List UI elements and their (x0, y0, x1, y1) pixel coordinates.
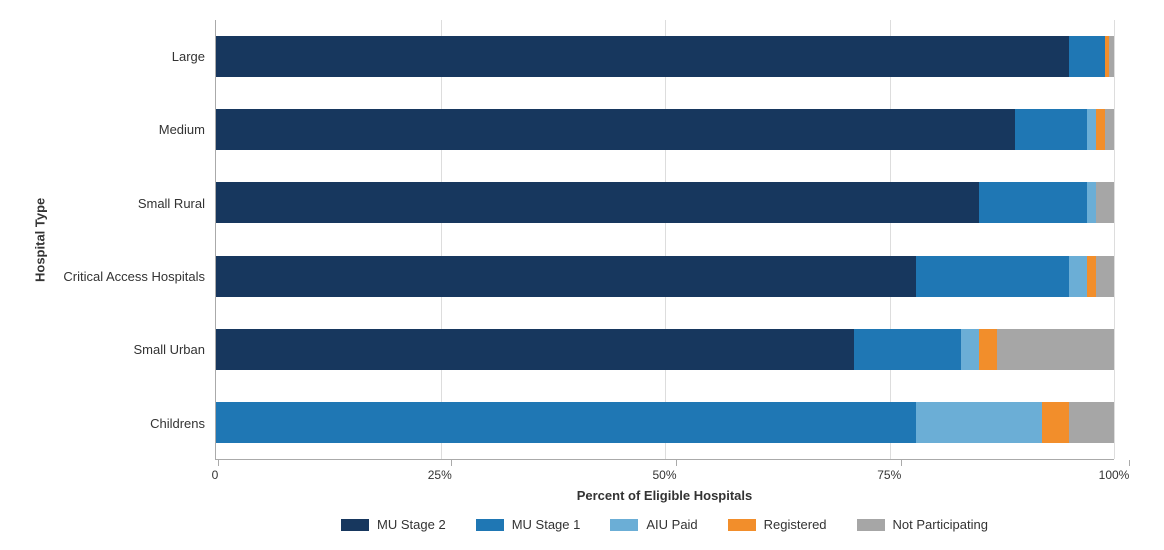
x-tick-label: 75% (877, 468, 901, 482)
x-tick-label: 100% (1099, 468, 1130, 482)
bar-segment-mu-stage-1 (916, 256, 1069, 297)
y-axis-label: Childrens (50, 387, 205, 460)
bar-segment-aiu-paid (1087, 109, 1096, 150)
bar-segment-aiu-paid (961, 329, 979, 370)
legend-swatch (610, 519, 638, 531)
x-tick-mark (676, 460, 677, 466)
legend-label: MU Stage 1 (512, 517, 581, 532)
legend-label: MU Stage 2 (377, 517, 446, 532)
x-tick-label: 0 (212, 468, 219, 482)
bar-segment-registered (1096, 109, 1105, 150)
x-tick: 100% (1114, 460, 1145, 482)
legend-swatch (857, 519, 885, 531)
x-axis: 025%50%75%100% (215, 460, 1114, 482)
bar-segment-mu-stage-2 (216, 256, 916, 297)
x-tick: 75% (889, 460, 913, 482)
bar (216, 36, 1114, 77)
bar-slot (216, 313, 1114, 386)
bar-segment-mu-stage-1 (1069, 36, 1105, 77)
y-axis-title: Hospital Type (30, 20, 50, 460)
legend: MU Stage 2 MU Stage 1 AIU Paid Registered No… (215, 517, 1114, 532)
bar-segment-registered (1087, 256, 1096, 297)
bar-segment-not-participating (1069, 402, 1114, 443)
bar-segment-aiu-paid (1069, 256, 1087, 297)
x-tick: 50% (665, 460, 689, 482)
bar (216, 256, 1114, 297)
y-axis-labels: LargeMediumSmall RuralCritical Access Ho… (50, 20, 215, 460)
x-tick-mark (451, 460, 452, 466)
legend-item-aiu-paid: AIU Paid (610, 517, 697, 532)
legend-label: Registered (764, 517, 827, 532)
bar (216, 329, 1114, 370)
x-tick-label: 50% (652, 468, 676, 482)
x-tick: 0 (215, 460, 222, 482)
bar-segment-mu-stage-2 (216, 329, 854, 370)
legend-item-mu-stage-2: MU Stage 2 (341, 517, 446, 532)
x-tick-mark (218, 460, 219, 466)
x-tick-label: 25% (428, 468, 452, 482)
bar-segment-mu-stage-1 (216, 402, 916, 443)
bar-segment-mu-stage-2 (216, 36, 1069, 77)
bar-slot (216, 386, 1114, 459)
bar (216, 182, 1114, 223)
x-tick: 25% (440, 460, 464, 482)
bar-segment-not-participating (1096, 182, 1114, 223)
legend-swatch (476, 519, 504, 531)
y-axis-label: Medium (50, 93, 205, 166)
bar-segment-mu-stage-1 (979, 182, 1087, 223)
x-axis-title: Percent of Eligible Hospitals (215, 488, 1114, 503)
y-axis-label: Critical Access Hospitals (50, 240, 205, 313)
bar-segment-mu-stage-1 (1015, 109, 1087, 150)
y-axis-label: Small Rural (50, 167, 205, 240)
bar-segment-aiu-paid (916, 402, 1042, 443)
y-axis-label: Large (50, 20, 205, 93)
bar-segment-mu-stage-1 (854, 329, 962, 370)
bar (216, 402, 1114, 443)
legend-item-not-participating: Not Participating (857, 517, 988, 532)
bar-segment-registered (979, 329, 997, 370)
bar-segment-registered (1042, 402, 1069, 443)
bar-segment-not-participating (1096, 256, 1114, 297)
legend-label: Not Participating (893, 517, 988, 532)
legend-swatch (728, 519, 756, 531)
bar-slot (216, 93, 1114, 166)
x-tick-mark (1129, 460, 1130, 466)
legend-label: AIU Paid (646, 517, 697, 532)
legend-swatch (341, 519, 369, 531)
chart-container: Hospital Type LargeMediumSmall RuralCrit… (0, 0, 1164, 550)
bar-segment-not-participating (1105, 109, 1114, 150)
bar-segment-aiu-paid (1087, 182, 1096, 223)
gridline (1114, 20, 1115, 459)
bar (216, 109, 1114, 150)
bar-slot (216, 166, 1114, 239)
bar-segment-not-participating (997, 329, 1114, 370)
bar-segment-mu-stage-2 (216, 182, 979, 223)
bar-slot (216, 20, 1114, 93)
y-axis-label: Small Urban (50, 313, 205, 386)
legend-item-registered: Registered (728, 517, 827, 532)
bars-layer (216, 20, 1114, 459)
bar-segment-not-participating (1109, 36, 1113, 77)
plot-area (215, 20, 1114, 460)
bar-slot (216, 240, 1114, 313)
bar-segment-mu-stage-2 (216, 109, 1015, 150)
x-tick-mark (901, 460, 902, 466)
plot-row: Hospital Type LargeMediumSmall RuralCrit… (30, 20, 1114, 460)
legend-item-mu-stage-1: MU Stage 1 (476, 517, 581, 532)
